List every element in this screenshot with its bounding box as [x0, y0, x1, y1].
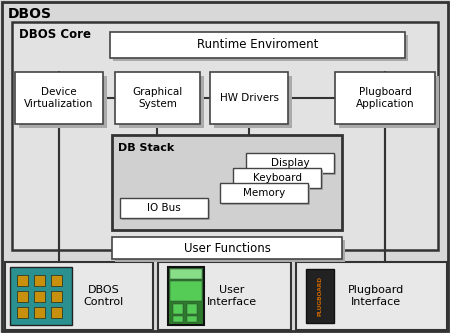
Bar — [210, 72, 288, 124]
Bar — [296, 262, 447, 330]
Bar — [113, 35, 408, 61]
Text: DBOS: DBOS — [8, 7, 52, 21]
Bar — [17, 275, 28, 286]
Text: Runtime Enviroment: Runtime Enviroment — [197, 39, 318, 52]
Text: Plugboard
Application: Plugboard Application — [356, 87, 414, 109]
Text: PLUGBOARD: PLUGBOARD — [318, 276, 323, 316]
Bar — [17, 307, 28, 318]
Bar — [170, 281, 202, 301]
Bar — [51, 291, 62, 302]
Bar — [246, 153, 334, 173]
Bar — [173, 316, 183, 322]
Bar — [110, 32, 405, 58]
Bar — [19, 76, 107, 128]
Bar — [115, 240, 345, 262]
Bar — [119, 76, 204, 128]
Text: Plugboard
Interface: Plugboard Interface — [348, 285, 404, 307]
Text: HW Drivers: HW Drivers — [220, 93, 279, 103]
Text: Device
Virtualization: Device Virtualization — [24, 87, 94, 109]
Bar — [17, 291, 28, 302]
Bar — [34, 275, 45, 286]
Bar — [122, 200, 210, 220]
Bar — [120, 198, 208, 218]
Bar — [158, 262, 291, 330]
Bar — [170, 269, 202, 279]
Bar — [15, 72, 103, 124]
Text: Memory: Memory — [243, 188, 285, 198]
Bar — [51, 307, 62, 318]
Text: User Functions: User Functions — [184, 241, 270, 254]
Bar — [5, 262, 153, 330]
Text: Graphical
System: Graphical System — [132, 87, 183, 109]
Bar — [222, 185, 310, 205]
Bar — [168, 267, 204, 325]
Text: DBOS Core: DBOS Core — [19, 29, 91, 42]
Bar — [112, 237, 342, 259]
Bar — [10, 267, 72, 325]
Text: DB Stack: DB Stack — [118, 143, 174, 153]
Bar — [187, 304, 197, 314]
Bar — [34, 291, 45, 302]
Bar — [187, 316, 197, 322]
Bar — [112, 135, 342, 230]
Bar — [115, 72, 200, 124]
Text: DBOS
Control: DBOS Control — [84, 285, 124, 307]
Text: IO Bus: IO Bus — [147, 203, 181, 213]
Bar — [235, 170, 323, 190]
Bar — [173, 304, 183, 314]
Bar — [306, 269, 334, 323]
Bar — [233, 168, 321, 188]
Bar — [335, 72, 435, 124]
Bar — [339, 76, 439, 128]
Bar — [34, 307, 45, 318]
Text: User
Interface: User Interface — [207, 285, 257, 307]
Bar — [248, 155, 336, 175]
Bar — [214, 76, 292, 128]
Bar — [12, 22, 438, 250]
Text: Keyboard: Keyboard — [252, 173, 302, 183]
Text: Display: Display — [271, 158, 309, 168]
Bar — [220, 183, 308, 203]
Bar — [51, 275, 62, 286]
